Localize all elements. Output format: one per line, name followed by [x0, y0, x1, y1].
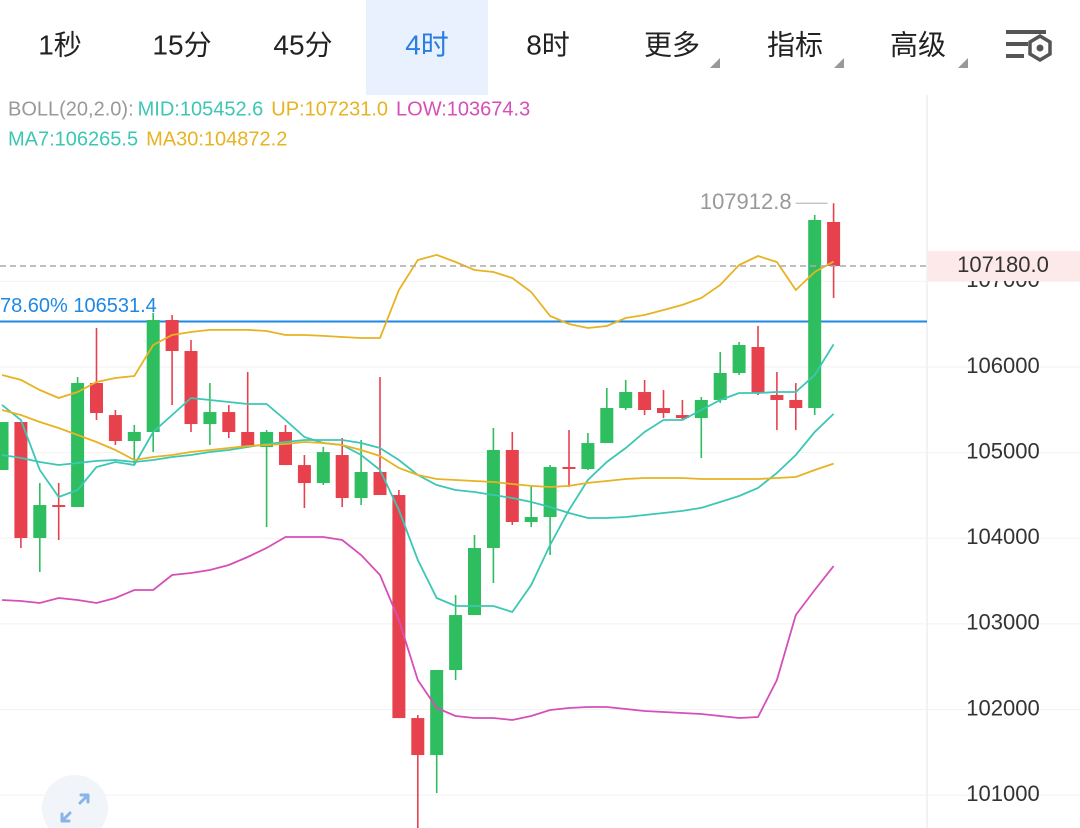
candle-body — [108, 415, 122, 441]
candle-body — [562, 467, 576, 469]
candle-body — [241, 432, 255, 447]
last-price-box — [928, 250, 1080, 281]
candle-body — [581, 443, 595, 469]
candle-body — [14, 421, 28, 539]
icon-bar — [1006, 54, 1024, 58]
dropdown-marker — [958, 58, 968, 68]
legend-entry: MID:105452.6 — [138, 98, 264, 120]
tab-label[interactable]: 指标 — [767, 29, 823, 60]
tab-label[interactable]: 更多 — [644, 29, 700, 60]
candle-body — [52, 505, 66, 508]
candle-body — [430, 670, 444, 756]
y-tick-label: 103000 — [966, 610, 1039, 635]
candle-body — [449, 615, 463, 671]
y-tick-label: 105000 — [966, 438, 1039, 463]
candle-body — [505, 449, 519, 522]
candle-body — [90, 383, 103, 413]
y-tick-label: 104000 — [966, 524, 1039, 549]
candle-body — [71, 383, 85, 508]
candle-body — [335, 455, 349, 499]
tab-label[interactable]: 15分 — [152, 29, 211, 60]
button-bg — [42, 775, 108, 828]
indicator-label: BOLL(20,2.0): — [8, 98, 134, 120]
tab-label[interactable]: 1秒 — [38, 29, 82, 60]
y-tick-label: 101000 — [966, 781, 1039, 806]
fib-label: 78.60% 106531.4 — [0, 295, 157, 317]
candle-body — [732, 345, 746, 374]
candle-body — [770, 395, 784, 400]
candle-body — [638, 392, 652, 410]
y-tick-label: 102000 — [966, 695, 1039, 720]
tab-label[interactable]: 8时 — [526, 29, 570, 60]
candle-body — [203, 412, 217, 425]
candle-body — [316, 452, 330, 484]
candle-body — [486, 449, 500, 549]
plot-area: 1010001020001030001040001050001060001070… — [0, 189, 1080, 828]
candle-body — [279, 432, 292, 466]
candle-body — [713, 373, 727, 400]
candle-body — [524, 517, 538, 522]
candle-body — [675, 415, 689, 419]
legend-entry: LOW:103674.3 — [396, 98, 530, 120]
indicator-line — [1, 253, 835, 399]
candle-body — [392, 495, 406, 719]
settings-icon[interactable] — [1006, 30, 1052, 63]
dropdown-marker — [834, 58, 844, 68]
candle-body — [619, 392, 633, 409]
candle-body — [373, 471, 387, 496]
candle-body — [600, 408, 614, 444]
dropdown-marker — [710, 58, 720, 68]
candle-body — [297, 465, 311, 484]
active-tab-bg — [366, 0, 488, 95]
icon-bar — [1006, 30, 1046, 34]
legend-entry: MA7:106265.5 — [8, 128, 138, 150]
candle-body — [184, 351, 198, 425]
indicator-line — [1, 536, 835, 721]
icon-bar — [1006, 42, 1028, 46]
legend-entry: MA30:104872.2 — [146, 128, 287, 150]
candle-body — [33, 505, 47, 539]
icon-hex — [1028, 33, 1052, 63]
candle-body — [468, 548, 481, 616]
candle-body — [808, 220, 822, 409]
indicator-line — [1, 409, 834, 488]
tab-label[interactable]: 4时 — [405, 29, 449, 60]
candle-body — [0, 421, 9, 471]
candle-body — [827, 221, 841, 266]
expand-icon — [60, 793, 90, 823]
candle-body — [127, 432, 141, 441]
candle-body — [354, 471, 368, 499]
timeframe-tabs: 1秒 15分 45分 4时 8时 更多 指标 高级 — [38, 0, 946, 95]
legend-entry: UP:107231.0 — [271, 98, 388, 120]
y-tick-label: 106000 — [966, 353, 1039, 378]
candle-body — [411, 718, 425, 756]
candle-body — [543, 467, 557, 518]
candle-body — [222, 412, 236, 433]
last-price-label: 107180.0 — [957, 252, 1049, 277]
candle-body — [657, 408, 670, 413]
candle-body — [146, 320, 160, 433]
candle-body — [751, 346, 765, 394]
legend: BOLL(20,2.0): MID:105452.6 UP:107231.0 LOW:… — [8, 98, 530, 150]
icon-dot — [1036, 44, 1044, 52]
indicator-line — [1, 343, 835, 614]
candle-body — [789, 399, 803, 409]
tab-label[interactable]: 高级 — [890, 29, 946, 60]
high-marker-label: 107912.8 — [700, 189, 792, 214]
expand-button[interactable] — [42, 775, 108, 828]
tab-label[interactable]: 45分 — [273, 29, 332, 60]
